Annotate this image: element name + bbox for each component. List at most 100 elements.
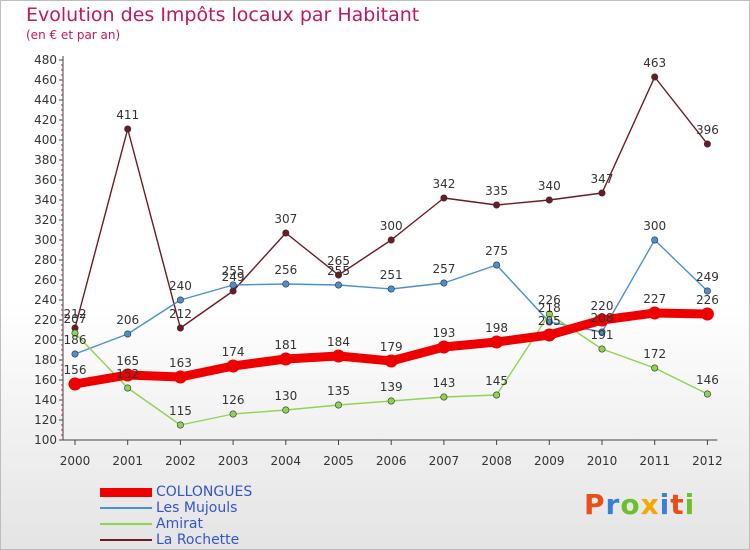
y-tick-label: 240	[34, 293, 57, 307]
data-point	[387, 236, 395, 244]
data-label: 208	[591, 311, 614, 325]
data-point	[493, 261, 501, 269]
data-point	[542, 328, 556, 342]
x-tick-label: 2002	[165, 454, 196, 468]
data-label: 340	[538, 179, 561, 193]
data-point	[121, 368, 135, 382]
data-label: 226	[696, 293, 719, 307]
data-point	[282, 229, 290, 237]
y-tick-label: 340	[34, 193, 57, 207]
data-label: 207	[64, 312, 87, 326]
data-label: 227	[643, 292, 666, 306]
data-point	[71, 329, 79, 337]
data-point	[332, 349, 345, 363]
x-tick-label: 2007	[429, 454, 460, 468]
data-label: 163	[169, 356, 192, 370]
data-point	[282, 280, 290, 288]
data-point	[598, 328, 606, 336]
data-point	[545, 310, 553, 318]
data-label: 165	[116, 354, 139, 368]
logo-letter: i	[684, 488, 696, 521]
legend-label: Les Mujouls	[156, 500, 238, 516]
legend-item: Amirat	[100, 516, 252, 532]
chart-subtitle: (en € et par an)	[26, 28, 121, 42]
data-point	[703, 140, 711, 148]
data-label: 181	[274, 338, 297, 352]
data-point	[651, 236, 659, 244]
data-label: 265	[327, 254, 350, 268]
data-point	[68, 377, 82, 391]
data-point	[598, 345, 606, 353]
logo-letter: x	[640, 488, 660, 521]
data-label: 143	[432, 376, 455, 390]
data-point	[651, 364, 659, 372]
data-label: 411	[116, 108, 139, 122]
data-label: 212	[169, 307, 192, 321]
x-tick-label: 2009	[534, 454, 565, 468]
x-tick-label: 2012	[692, 454, 723, 468]
data-point	[595, 313, 609, 327]
data-point	[651, 73, 659, 81]
data-point	[387, 397, 395, 405]
data-label: 249	[696, 270, 719, 284]
data-label: 184	[327, 335, 350, 349]
y-tick-label: 400	[34, 133, 57, 147]
y-tick-label: 300	[34, 233, 57, 247]
x-tick-label: 2008	[481, 454, 512, 468]
data-label: 347	[591, 172, 614, 186]
data-label: 256	[274, 263, 297, 277]
y-tick-label: 320	[34, 213, 57, 227]
chart-title: Evolution des Impôts locaux par Habitant	[26, 4, 420, 26]
data-label: 139	[380, 380, 403, 394]
data-point	[700, 307, 714, 321]
y-tick-label: 360	[34, 173, 57, 187]
data-point	[334, 401, 342, 409]
y-tick-label: 480	[34, 53, 57, 67]
data-label: 226	[538, 293, 561, 307]
data-point	[173, 370, 187, 384]
data-label: 257	[432, 262, 455, 276]
data-label: 198	[485, 321, 508, 335]
y-tick-label: 200	[34, 333, 57, 347]
data-point	[334, 281, 342, 289]
data-point	[440, 393, 448, 401]
data-point	[176, 421, 184, 429]
data-label: 220	[591, 299, 614, 313]
logo-letter: o	[620, 488, 641, 521]
legend-swatch	[100, 507, 152, 509]
data-point	[176, 296, 184, 304]
data-label: 174	[222, 345, 245, 359]
data-label: 130	[274, 389, 297, 403]
data-label: 335	[485, 184, 508, 198]
legend-swatch	[100, 487, 152, 497]
data-point	[545, 196, 553, 204]
data-label: 172	[643, 347, 666, 361]
legend-swatch	[100, 523, 152, 525]
x-tick-label: 2010	[587, 454, 618, 468]
data-label: 145	[485, 374, 508, 388]
x-tick-label: 2005	[323, 454, 354, 468]
y-tick-label: 260	[34, 273, 57, 287]
data-label: 152	[116, 367, 139, 381]
proxiti-logo: Proxiti	[584, 488, 695, 521]
legend-item: Les Mujouls	[100, 500, 252, 516]
logo-letter: r	[605, 488, 621, 521]
data-label: 156	[64, 363, 87, 377]
data-point	[703, 287, 711, 295]
data-point	[229, 410, 237, 418]
data-point	[279, 352, 293, 366]
x-tick-label: 2004	[271, 454, 302, 468]
data-label: 300	[643, 219, 666, 233]
legend-item: COLLONGUES	[100, 484, 252, 500]
x-tick-label: 2003	[218, 454, 249, 468]
legend-swatch	[100, 539, 152, 541]
y-tick-label: 160	[34, 373, 57, 387]
y-tick-label: 280	[34, 253, 57, 267]
data-point	[437, 340, 451, 354]
data-point	[124, 125, 132, 133]
legend-item: La Rochette	[100, 532, 252, 548]
data-label: 205	[538, 314, 561, 328]
y-tick-label: 180	[34, 353, 57, 367]
